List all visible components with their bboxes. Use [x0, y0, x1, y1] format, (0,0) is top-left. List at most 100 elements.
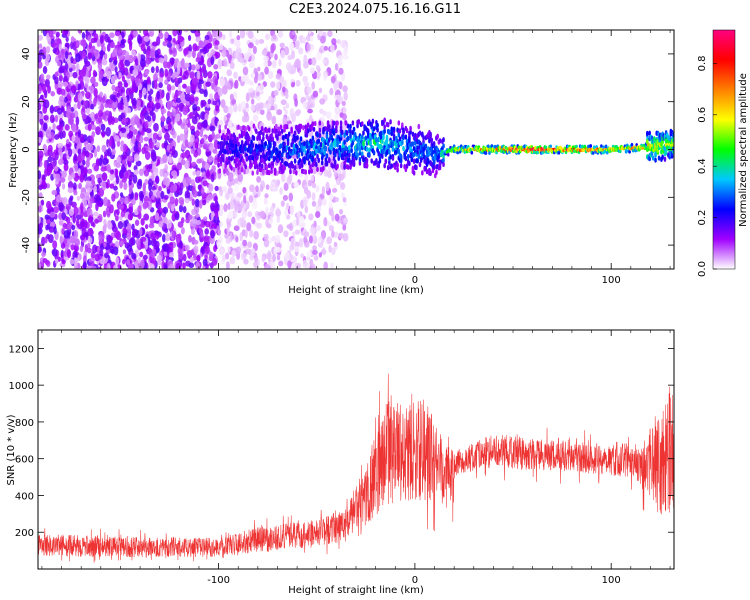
spectrogram-noise-cell	[206, 169, 211, 178]
spectrogram-noise-cell	[211, 165, 216, 172]
spectrogram-ridge-cell	[230, 165, 233, 171]
spectrogram-noise-cell	[329, 193, 334, 201]
spectrogram-noise-cell	[296, 40, 300, 47]
spectrogram-ridge-cell	[292, 169, 296, 175]
spectrogram-noise-cell	[214, 78, 219, 86]
spectrogram-noise-cell	[146, 76, 151, 85]
spectrogram-noise-cell	[247, 42, 254, 49]
spectrogram-ridge-cell	[397, 148, 401, 155]
spectrogram-ridge-cell	[290, 126, 293, 132]
spectrogram-ridge-cell	[351, 120, 355, 126]
spectrogram-noise-cell	[199, 127, 204, 138]
spectrogram-noise-cell	[109, 204, 114, 214]
spectrogram-noise-cell	[77, 83, 82, 91]
spectrogram-noise-cell	[338, 67, 344, 75]
spectrogram-noise-cell	[82, 255, 87, 264]
spectrogram-ridge-cell	[349, 133, 352, 139]
spectrogram-noise-cell	[61, 212, 67, 221]
spectrogram-noise-cell	[267, 250, 272, 260]
spectrogram-ridge-cell	[630, 142, 634, 147]
spectrogram-noise-cell	[247, 211, 253, 218]
spectrogram-noise-cell	[188, 262, 195, 269]
spectrogram-noise-cell	[259, 184, 264, 192]
spectrogram-noise-cell	[132, 97, 137, 107]
spectrogram-noise-cell	[227, 54, 233, 60]
spectrogram-noise-cell	[213, 244, 217, 253]
spectrogram-noise-cell	[338, 173, 345, 181]
spectrogram-ridge-cell	[392, 133, 396, 139]
spectrogram-noise-cell	[70, 36, 75, 43]
spectrogram-noise-cell	[241, 115, 247, 123]
spectrogram-ridge-cell	[383, 124, 386, 130]
spectrogram-ridge-cell	[245, 155, 249, 161]
spectrogram-ridge-cell	[654, 157, 657, 163]
spectrogram-noise-cell	[58, 219, 64, 226]
spectrogram-noise-cell	[238, 57, 244, 63]
spectrogram-noise-cell	[73, 190, 78, 196]
spectrogram-noise-cell	[160, 92, 164, 99]
spectrogram-noise-cell	[148, 100, 154, 109]
spectrogram-ridge-cell	[306, 122, 310, 128]
spectrogram-noise-cell	[112, 264, 119, 269]
spectrogram-ridge-cell	[227, 159, 231, 165]
spectrogram-noise-cell	[77, 100, 81, 110]
spectrogram-ridge-cell	[415, 164, 418, 171]
spectrogram-ridge-cell	[335, 148, 338, 154]
spectrogram-ridge-cell	[278, 130, 282, 136]
spectrogram-noise-cell	[67, 117, 74, 126]
spectrogram-noise-cell	[63, 96, 68, 103]
spectrogram-noise-cell	[106, 43, 111, 52]
spectrogram-noise-cell	[286, 116, 291, 122]
spectrogram-noise-cell	[171, 170, 178, 177]
spectrogram-noise-cell	[328, 244, 332, 253]
spectrogram-ridge-cell	[315, 148, 318, 154]
spectrogram-noise-cell	[272, 34, 277, 40]
spectrogram-noise-cell	[303, 231, 310, 238]
spectrogram-noise-cell	[154, 177, 160, 183]
spectrogram-ridge-cell	[243, 169, 246, 175]
spectrogram-ridge-cell	[313, 120, 317, 127]
spectrogram-noise-cell	[123, 67, 129, 76]
spectrogram-noise-cell	[323, 261, 329, 269]
spectrogram-noise-cell	[139, 242, 144, 249]
spectrogram-noise-cell	[308, 30, 312, 35]
spectrogram-noise-cell	[130, 236, 135, 246]
spectrogram-noise-cell	[144, 178, 149, 185]
spectrogram-noise-cell	[292, 256, 298, 264]
spectrogram-noise-cell	[296, 216, 300, 227]
spectrogram-ridge-cell	[422, 135, 425, 141]
spectrogram-noise-cell	[43, 115, 49, 121]
spectrogram-noise-cell	[151, 172, 155, 182]
spectrogram-noise-cell	[235, 236, 239, 243]
spectrogram-ridge-cell	[357, 119, 361, 125]
spectrogram-noise-cell	[103, 196, 109, 207]
spectrogram-ridge-cell	[389, 154, 392, 160]
spectrogram-ridge-cell	[307, 145, 311, 151]
spectrogram-noise-cell	[104, 252, 109, 259]
spectrogram-ridge-cell	[409, 125, 412, 132]
spectrogram-noise-cell	[162, 177, 168, 186]
spectrogram-noise-cell	[280, 49, 286, 59]
spectrogram-noise-cell	[298, 237, 304, 248]
spectrogram-noise-cell	[43, 144, 48, 153]
spectrogram-noise-cell	[302, 259, 308, 268]
spectrogram-noise-cell	[114, 135, 120, 143]
spectrogram-noise-cell	[222, 34, 226, 41]
spectrogram-noise-cell	[71, 224, 76, 231]
spectrogram-noise-cell	[120, 39, 125, 45]
spectrogram-noise-cell	[61, 170, 67, 178]
spectrogram-noise-cell	[85, 159, 90, 168]
spectrogram-noise-cell	[187, 141, 194, 147]
spectrogram-ridge-cell	[368, 151, 371, 157]
spectrogram-noise-cell	[148, 223, 155, 229]
spectrogram-noise-cell	[109, 245, 114, 254]
spectrogram-noise-cell	[226, 226, 230, 236]
spectrogram-noise-cell	[302, 75, 308, 83]
spectrogram-noise-cell	[121, 64, 125, 72]
spectrogram-ridge-cell	[360, 151, 364, 157]
spectrogram-noise-cell	[65, 203, 71, 211]
spectrogram-noise-cell	[311, 81, 316, 90]
spectrogram-noise-cell	[51, 248, 58, 257]
spectrogram-noise-cell	[308, 213, 314, 221]
spectrogram-ridge-cell	[490, 144, 494, 148]
